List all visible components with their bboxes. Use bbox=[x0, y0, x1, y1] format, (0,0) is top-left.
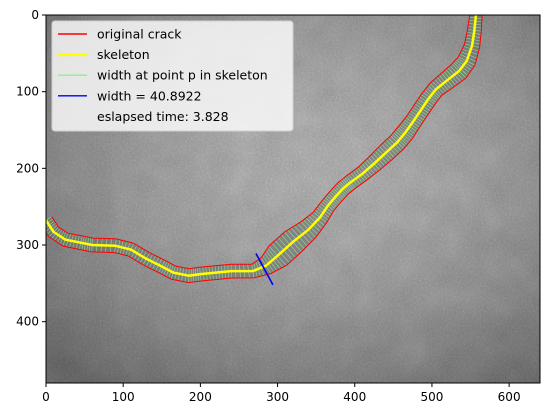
legend-label: eslapsed time: 3.828 bbox=[97, 109, 229, 124]
x-tick-label: 600 bbox=[498, 390, 521, 404]
y-tick-label: 400 bbox=[16, 315, 39, 329]
legend: original crack skeleton width at point p i… bbox=[51, 20, 294, 132]
legend-entry: original crack bbox=[58, 27, 182, 42]
x-tick-label: 300 bbox=[266, 390, 289, 404]
legend-entry: width at point p in skeleton bbox=[58, 68, 268, 83]
legend-label: original crack bbox=[97, 27, 182, 42]
legend-label: width = 40.8922 bbox=[97, 88, 202, 103]
x-tick-label: 100 bbox=[112, 390, 135, 404]
skeleton-line bbox=[46, 15, 478, 277]
y-tick-label: 200 bbox=[16, 161, 39, 175]
legend-label: width at point p in skeleton bbox=[97, 68, 268, 83]
crack-outline-lower bbox=[51, 15, 471, 270]
axes-frame bbox=[45, 14, 541, 384]
y-tick-label: 0 bbox=[31, 8, 39, 22]
width-line bbox=[46, 216, 52, 221]
crack-outline-upper bbox=[46, 15, 483, 284]
legend-box bbox=[51, 20, 294, 132]
y-tick-label: 100 bbox=[16, 85, 39, 99]
y-axis: 0 100 200 300 400 bbox=[16, 8, 46, 329]
y-tick-label: 300 bbox=[16, 238, 39, 252]
legend-entry: skeleton bbox=[58, 47, 150, 62]
legend-entry: eslapsed time: 3.828 bbox=[97, 109, 229, 124]
x-axis: 0 100 200 300 400 500 600 bbox=[42, 383, 521, 404]
x-tick-label: 200 bbox=[189, 390, 212, 404]
width-marker-line bbox=[255, 253, 274, 286]
x-tick-label: 500 bbox=[420, 390, 443, 404]
x-tick-label: 400 bbox=[343, 390, 366, 404]
legend-label: skeleton bbox=[97, 47, 150, 62]
x-tick-label: 0 bbox=[42, 390, 50, 404]
legend-entry: width = 40.8922 bbox=[58, 88, 202, 103]
